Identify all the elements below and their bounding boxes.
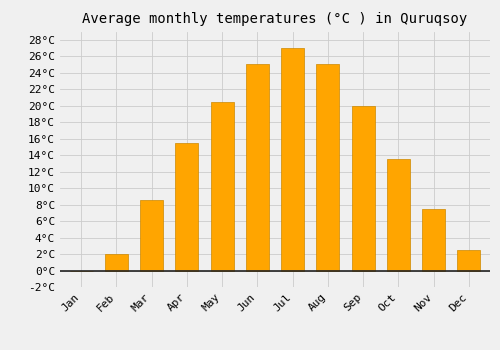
Bar [105,254,128,271]
Bar [140,201,163,271]
Bar [422,209,445,271]
Bar [210,102,234,271]
Bar [352,106,374,271]
Title: Average monthly temperatures (°C ) in Quruqsoy: Average monthly temperatures (°C ) in Qu… [82,12,468,26]
Bar [458,250,480,271]
Bar [281,48,304,271]
Bar [176,143,199,271]
Bar [246,64,269,271]
Bar [316,64,340,271]
Bar [387,159,410,271]
